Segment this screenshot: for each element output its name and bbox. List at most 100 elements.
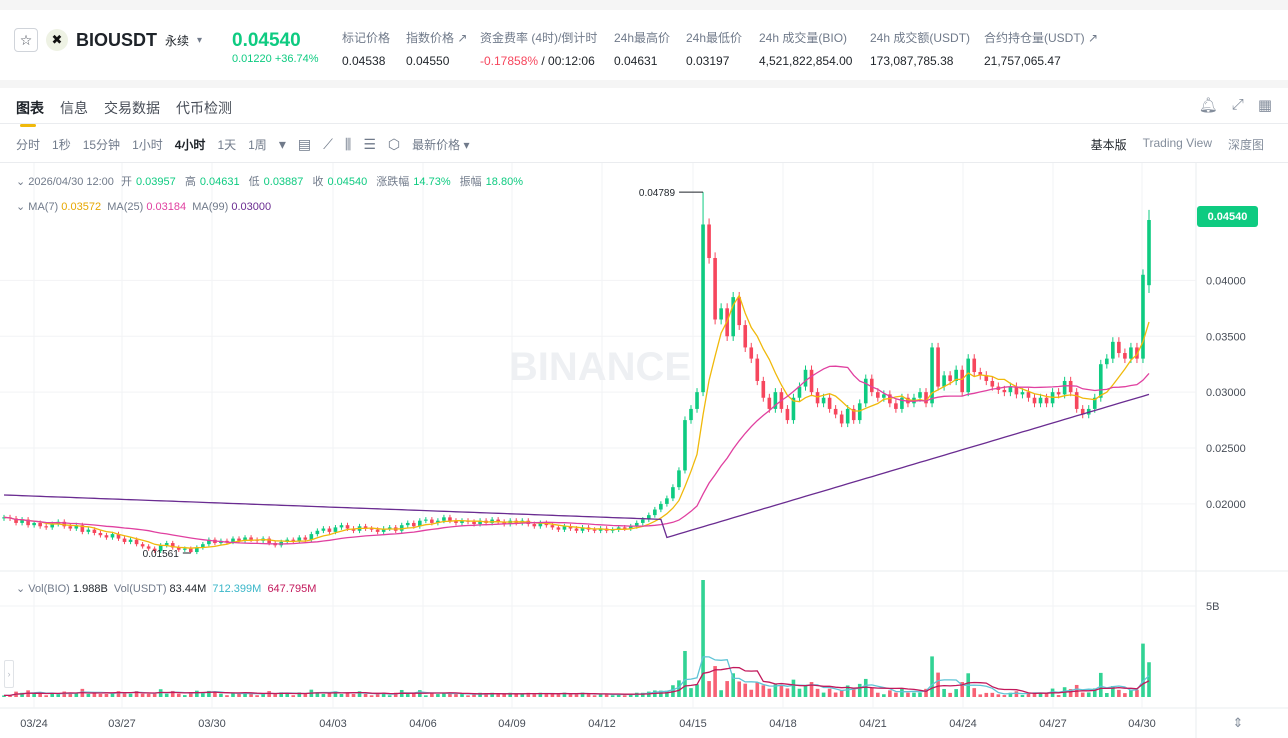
candle-body [375, 529, 380, 532]
candle-body [195, 547, 199, 552]
volume-bar [514, 694, 519, 697]
volume-bar [797, 688, 802, 697]
candle-type-icon[interactable]: ⫼ [344, 136, 352, 152]
interval-1h[interactable]: 1小时 [132, 138, 163, 152]
tab-chart[interactable]: 图表 [16, 100, 44, 127]
volume-bar [411, 692, 416, 697]
volume-bar [936, 672, 940, 697]
open-label: 开 [120, 176, 132, 188]
candle-body [906, 397, 910, 404]
candle-body [20, 519, 24, 523]
interval-1w[interactable]: 1周 [248, 138, 267, 152]
tab-info[interactable]: 信息 [60, 100, 88, 116]
stat-item: 资金费率 (4时)/倒计时 -0.17858% / 00:12:06 [480, 29, 597, 68]
candle-body [176, 547, 181, 550]
volume-bar [978, 694, 983, 697]
volume-bar [532, 694, 537, 697]
candle-body [237, 538, 241, 541]
candle-body [580, 527, 585, 531]
vol-collapse-icon[interactable]: ⌄ [16, 583, 29, 595]
candle-body [1062, 380, 1067, 395]
layout-icon[interactable]: ▦ [1257, 97, 1272, 114]
chevron-down-icon[interactable]: ▾ [197, 34, 203, 46]
volume-bar [1026, 692, 1031, 697]
stat-label: 合约持仓量(USDT) ↗ [984, 31, 1099, 45]
volume-bar [357, 691, 362, 697]
volume-bar [821, 692, 826, 697]
symbol-selector[interactable]: ☆ ✖ BIOUSDT 永续 ▾ [14, 28, 202, 52]
volume-bar [393, 692, 398, 697]
ohlc-collapse-icon[interactable]: ⌄ [16, 176, 29, 188]
volume-bar [954, 689, 958, 697]
candle-body [339, 525, 344, 528]
header-bar: ☆ ✖ BIOUSDT 永续 ▾ 0.04540 0.01220 +36.74%… [0, 10, 1288, 80]
tab-token-check[interactable]: 代币检测 [176, 100, 232, 116]
shield-icon[interactable]: ⬡ [387, 136, 401, 152]
volume-bar [1117, 689, 1121, 697]
candle-body [478, 520, 482, 525]
more-intervals-icon[interactable]: ▾ [278, 136, 286, 152]
vol-axis-label: 5B [1206, 601, 1219, 613]
view-basic[interactable]: 基本版 [1090, 138, 1127, 152]
expand-sidebar-icon[interactable]: › [4, 660, 14, 688]
tab-trading-data[interactable]: 交易数据 [104, 100, 160, 116]
candle-body [243, 537, 247, 541]
expand-icon[interactable]: ⤢ [1231, 96, 1244, 113]
vol-usdt-value: 83.44M [169, 583, 207, 595]
volume-bar [454, 694, 458, 697]
volume-bar [930, 656, 934, 697]
calendar-icon[interactable]: ▤ [297, 136, 312, 152]
volume-bar [297, 692, 302, 697]
stat-label: 24h 成交额(USDT) [870, 31, 971, 45]
volume-bar [580, 692, 585, 697]
contract-type: 永续 [165, 33, 190, 48]
candle-body [207, 539, 211, 545]
volume-bar [1020, 695, 1025, 697]
volume-bar [731, 673, 735, 697]
indicator-icon[interactable]: ⟋ [323, 136, 333, 152]
candle-body [405, 522, 410, 526]
volume-bar [327, 692, 332, 697]
star-icon[interactable]: ☆ [14, 28, 38, 52]
interval-1d[interactable]: 1天 [217, 138, 237, 152]
candle-body [182, 548, 187, 550]
volume-bar [38, 692, 42, 697]
interval-1s[interactable]: 1秒 [52, 138, 71, 152]
candle-body [442, 517, 446, 521]
candle-body [50, 524, 55, 528]
candle-body [369, 528, 374, 530]
settings-icon[interactable]: ☰ [363, 136, 376, 152]
volume-bar [574, 693, 579, 697]
volume-bar [695, 684, 699, 697]
axis-settings-icon[interactable]: ⇕ [1233, 715, 1244, 730]
x-tick-label: 04/27 [1039, 718, 1067, 730]
volume-bar [448, 692, 452, 697]
volume-bar [1092, 688, 1097, 697]
candle-body [942, 375, 946, 387]
interval-4h[interactable]: 4小时 [174, 138, 206, 152]
volume-bar [677, 680, 681, 697]
volume-bar [201, 692, 205, 697]
volume-bar [972, 688, 977, 697]
ma-collapse-icon[interactable]: ⌄ [16, 201, 29, 213]
price-type-dropdown[interactable]: 最新价格 ▾ [412, 138, 470, 152]
volume-bar [863, 678, 868, 697]
candle-body [924, 392, 928, 404]
volume-bar [990, 692, 995, 697]
volume-bar [1080, 692, 1085, 697]
view-tradingview[interactable]: Trading View [1142, 136, 1212, 150]
vol-ma1-value: 712.399M [212, 583, 262, 595]
x-tick-label: 04/06 [409, 718, 437, 730]
volume-bar [592, 695, 597, 697]
volume-bar [791, 679, 796, 697]
interval-15m[interactable]: 15分钟 [82, 138, 121, 152]
candle-body [839, 414, 844, 424]
bell-icon[interactable]: 🔔︎ [1198, 97, 1218, 114]
volume-bar [405, 694, 410, 697]
interval-time[interactable]: 分时 [16, 138, 41, 152]
volume-bar [104, 693, 109, 697]
view-depth[interactable]: 深度图 [1227, 138, 1264, 152]
volume-bar [839, 689, 844, 697]
candle-body [1056, 392, 1061, 395]
